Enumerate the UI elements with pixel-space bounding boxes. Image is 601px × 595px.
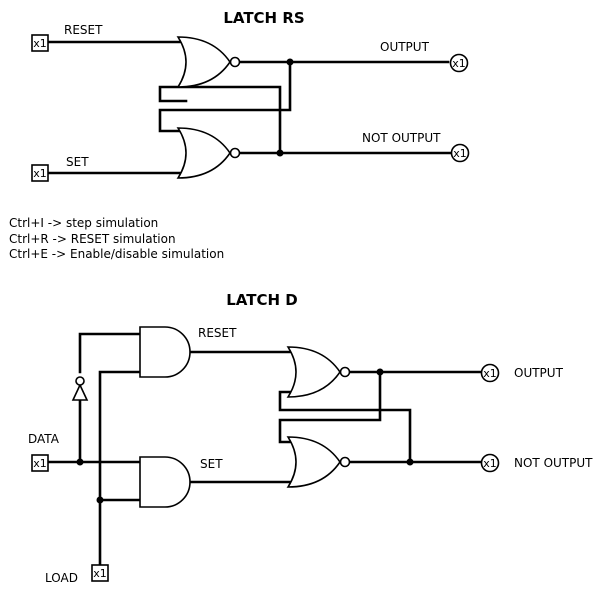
latch-d-data-input[interactable]: x1 [31, 454, 49, 472]
latch-rs-junction-output [286, 58, 294, 66]
latch-d-junction-load [96, 496, 104, 504]
latch-rs-set-label: SET [66, 155, 89, 169]
svg-text:x1: x1 [93, 567, 107, 580]
latch-d-junction-output [376, 368, 384, 376]
latch-rs-not-output-label: NOT OUTPUT [362, 131, 441, 145]
latch-rs-nor-gate-bottom[interactable] [176, 127, 241, 179]
latch-d-not-gate[interactable] [71, 376, 89, 401]
latch-d-not-output-label: NOT OUTPUT [514, 456, 593, 470]
latch-rs-not-output-probe[interactable]: x1 [450, 143, 470, 163]
latch-rs-junction-not-output [276, 149, 284, 157]
latch-d-title: LATCH D [226, 291, 297, 309]
latch-d-output-label: OUTPUT [514, 366, 564, 380]
latch-d-junction-data [76, 458, 84, 466]
svg-text:x1: x1 [33, 167, 47, 180]
latch-d-nor-gate-top[interactable] [286, 346, 351, 398]
svg-text:x1: x1 [453, 147, 467, 160]
latch-rs-reset-label: RESET [64, 23, 103, 37]
latch-d-wires [46, 332, 482, 567]
svg-text:x1: x1 [483, 367, 497, 380]
latch-d-junction-not-output [406, 458, 414, 466]
shortcut-step: Ctrl+I -> step simulation [9, 216, 159, 230]
latch-d-nor-gate-bottom[interactable] [286, 436, 351, 488]
latch-d-reset-label: RESET [198, 326, 237, 340]
latch-rs-set-input[interactable]: x1 [31, 164, 49, 182]
svg-text:x1: x1 [452, 57, 466, 70]
svg-text:x1: x1 [33, 37, 47, 50]
latch-d-data-label: DATA [28, 432, 60, 446]
latch-d-and-gate-top[interactable] [139, 326, 191, 378]
latch-d-load-input[interactable]: x1 [91, 564, 109, 582]
shortcut-reset: Ctrl+R -> RESET simulation [9, 232, 176, 246]
svg-text:x1: x1 [33, 457, 47, 470]
shortcut-enable: Ctrl+E -> Enable/disable simulation [9, 247, 225, 261]
latch-d-output-probe[interactable]: x1 [480, 363, 500, 383]
latch-rs-title: LATCH RS [223, 9, 304, 27]
latch-rs-output-probe[interactable]: x1 [449, 53, 469, 73]
svg-text:x1: x1 [483, 457, 497, 470]
latch-rs-wires [46, 40, 452, 175]
latch-d-not-output-probe[interactable]: x1 [480, 453, 500, 473]
latch-d-load-label: LOAD [45, 571, 78, 585]
latch-rs-output-label: OUTPUT [380, 40, 430, 54]
latch-rs-reset-input[interactable]: x1 [31, 34, 49, 52]
latch-d-and-gate-bottom[interactable] [139, 456, 191, 508]
latch-rs-nor-gate-top[interactable] [176, 36, 241, 88]
latch-d-set-label: SET [200, 457, 223, 471]
